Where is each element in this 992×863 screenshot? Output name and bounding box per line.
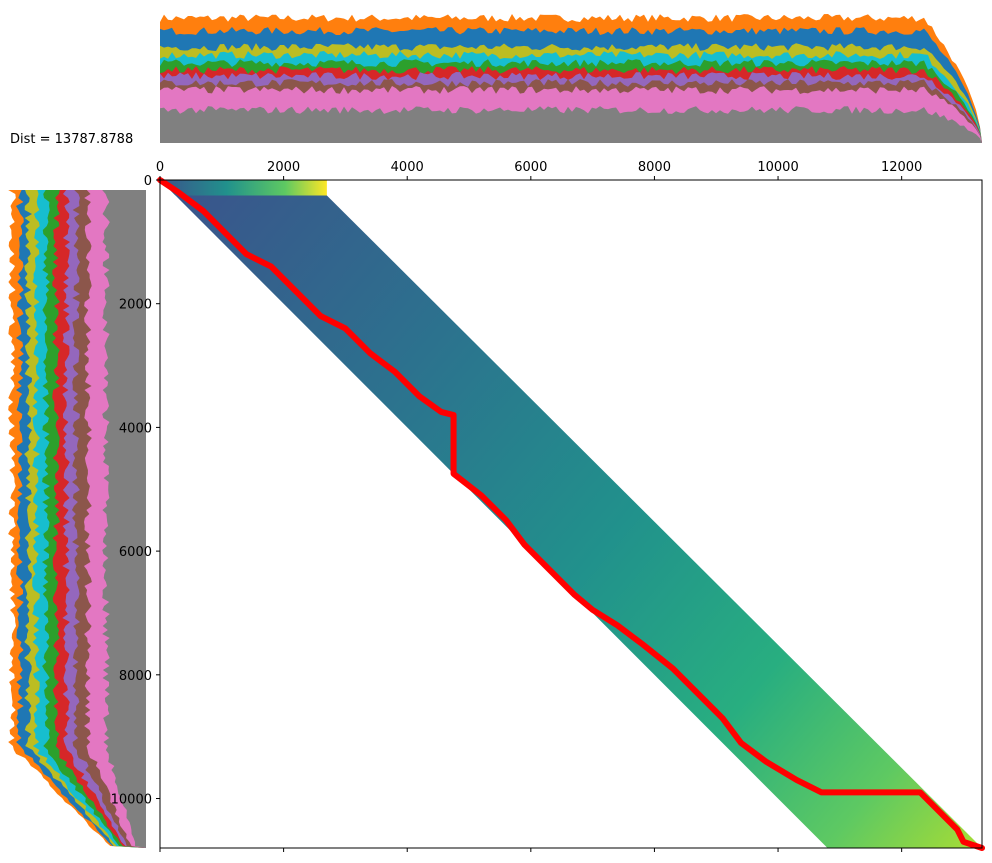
y-tick-label: 4000 [119, 421, 152, 436]
y-tick-label: 10000 [111, 793, 152, 808]
x-tick-label: 2000 [267, 160, 300, 175]
x-tick-label: 6000 [514, 160, 547, 175]
x-tick-label: 8000 [638, 160, 671, 175]
plot-frame [159, 179, 983, 849]
left-signal-panel [8, 190, 147, 848]
top-signal-panel [160, 14, 982, 144]
y-tick-label: 2000 [119, 298, 152, 313]
cost-matrix-axes: 0 2000 4000 6000 8000 10000 12000 0 2000 4000 600… [111, 160, 985, 852]
y-tick-label: 8000 [119, 669, 152, 684]
x-axis-ticks: 0 2000 4000 6000 8000 10000 12000 [156, 160, 922, 852]
distance-annotation: Dist = 13787.8788 [10, 132, 133, 147]
x-tick-label: 0 [156, 160, 164, 175]
y-tick-label: 6000 [119, 545, 152, 560]
x-tick-label: 4000 [391, 160, 424, 175]
cost-band-top-strip [160, 180, 327, 196]
x-tick-label: 10000 [757, 160, 798, 175]
top-signal-series [160, 106, 982, 143]
optimal-warping-path [157, 177, 985, 851]
x-tick-label: 12000 [881, 160, 922, 175]
y-axis-ticks: 0 2000 4000 6000 8000 10000 [111, 174, 160, 808]
left-signal-series [102, 190, 146, 848]
y-tick-label: 0 [144, 174, 152, 189]
